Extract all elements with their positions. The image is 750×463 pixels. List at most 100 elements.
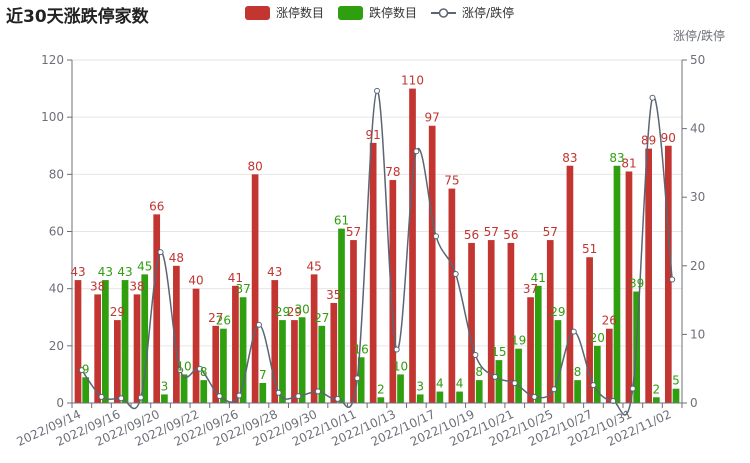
data-label-limit-down: 26	[216, 314, 231, 328]
data-label-limit-up: 78	[385, 165, 400, 179]
bar-limit-up	[369, 142, 377, 403]
bar-limit-down	[298, 317, 306, 403]
legend-label-limit-up: 涨停数目	[276, 6, 325, 20]
ratio-point	[275, 389, 282, 396]
bar-limit-up	[350, 240, 357, 403]
legend-item-limit-down[interactable]: 跌停数目	[338, 4, 417, 21]
y-right-tick-label: 40	[690, 122, 705, 136]
data-label-limit-up: 43	[70, 265, 85, 279]
data-label-limit-up: 41	[228, 271, 243, 285]
bar-limit-down	[121, 280, 129, 403]
data-label-limit-down: 29	[275, 305, 290, 319]
bar-limit-down	[141, 274, 149, 403]
bar-limit-up	[586, 257, 593, 403]
ratio-point	[551, 386, 558, 393]
ratio-point	[118, 395, 125, 402]
data-label-limit-down: 8	[200, 365, 208, 379]
data-label-limit-down: 7	[259, 368, 267, 382]
ratio-point	[314, 388, 321, 395]
bar-limit-up	[114, 320, 121, 403]
bar-limit-up	[310, 274, 318, 403]
bar-limit-down	[259, 382, 267, 403]
bar-limit-down	[534, 285, 542, 403]
data-label-limit-up: 89	[641, 134, 656, 148]
bar-limit-up	[625, 171, 633, 403]
data-label-limit-down: 37	[235, 282, 250, 296]
ratio-point	[196, 365, 203, 372]
legend-swatch-limit-down	[338, 5, 364, 20]
ratio-point	[531, 393, 538, 400]
data-label-limit-up: 35	[326, 288, 341, 302]
ratio-point	[354, 375, 361, 382]
bar-limit-up	[251, 174, 259, 403]
ratio-point	[570, 328, 577, 335]
y-right-tick-label: 0	[690, 396, 698, 410]
bar-limit-up	[232, 285, 239, 403]
ratio-point	[472, 351, 479, 358]
data-label-limit-up: 97	[425, 111, 440, 125]
data-label-limit-down: 8	[574, 365, 582, 379]
bar-limit-up	[291, 320, 298, 403]
ratio-point	[433, 233, 440, 240]
ratio-point	[216, 393, 223, 400]
y-left-tick-label: 80	[49, 167, 64, 181]
bar-limit-up	[664, 145, 672, 403]
bar-limit-up	[271, 280, 279, 403]
legend-swatch-limit-up	[245, 5, 270, 20]
bar-limit-down	[613, 165, 621, 403]
ratio-point	[374, 87, 380, 94]
data-label-limit-up: 43	[267, 265, 282, 279]
bar-limit-up	[507, 242, 515, 403]
ratio-point	[255, 321, 262, 328]
data-label-limit-down: 4	[436, 377, 444, 391]
bar-limit-up	[448, 188, 456, 403]
data-label-limit-down: 43	[98, 265, 113, 279]
data-label-limit-down: 29	[550, 305, 565, 319]
grid-lines	[72, 59, 682, 347]
bar-limit-down	[200, 380, 208, 403]
ratio-point	[236, 392, 243, 399]
ratio-point	[629, 385, 636, 392]
data-label-limit-up: 81	[621, 156, 636, 170]
data-label-limit-up: 40	[188, 274, 203, 288]
data-label-limit-down: 2	[377, 382, 385, 396]
data-label-limit-down: 43	[117, 265, 132, 279]
data-label-limit-down: 45	[137, 259, 152, 273]
bar-limit-up	[566, 165, 574, 403]
ratio-point	[511, 380, 518, 387]
bar-limit-up	[212, 325, 220, 403]
ratio-point	[649, 94, 656, 101]
ratio-point	[669, 276, 676, 283]
data-label-limit-down: 10	[176, 359, 191, 373]
y-left-tick-label: 20	[49, 339, 64, 353]
data-label-limit-up: 91	[366, 128, 381, 142]
data-label-limit-down: 83	[609, 151, 624, 165]
bar-limit-up	[605, 328, 613, 403]
chart-title: 近30天涨跌停家数	[6, 7, 149, 27]
data-label-limit-up: 56	[464, 228, 479, 242]
data-label-limit-down: 8	[475, 365, 483, 379]
bar-limit-down	[239, 297, 247, 403]
bar-limit-up	[330, 302, 338, 403]
data-label-limit-down: 20	[590, 331, 605, 345]
ratio-point	[157, 249, 164, 256]
bar-limit-up	[527, 297, 534, 403]
bar-limit-up	[192, 288, 200, 403]
data-label-limit-up: 56	[503, 228, 518, 242]
legend-item-limit-up[interactable]: 涨停数目	[245, 4, 324, 21]
data-label-limit-down: 16	[354, 342, 369, 356]
data-label-limit-down: 27	[314, 311, 329, 325]
y-left-tick-label: 100	[41, 110, 64, 124]
bars	[74, 88, 680, 403]
legend-item-ratio[interactable]: 涨停/跌停	[431, 4, 514, 21]
legend: 涨停数目 跌停数目 涨停/跌停	[245, 4, 528, 21]
bar-limit-down	[318, 325, 326, 403]
ratio-point	[393, 346, 400, 353]
bar-limit-up	[173, 265, 180, 403]
bar-limit-up	[409, 88, 416, 403]
ratio-point	[78, 367, 85, 374]
bar-limit-up	[153, 214, 161, 403]
data-label-limit-down: 30	[294, 302, 309, 316]
ratio-point	[590, 382, 597, 389]
ratio-line	[78, 87, 676, 416]
